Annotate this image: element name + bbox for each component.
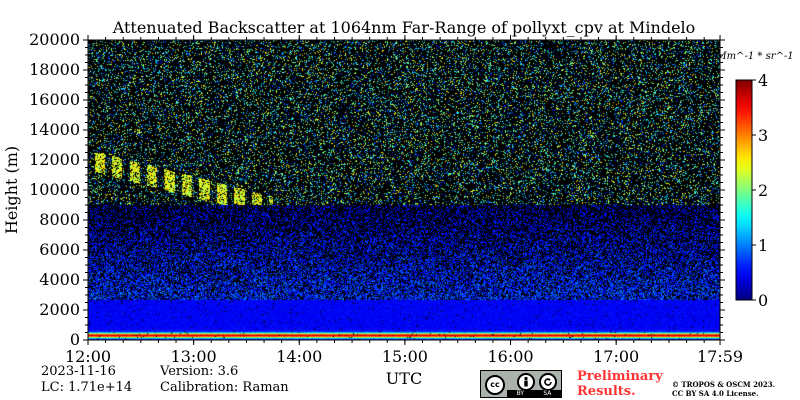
cc-license-badge: cc BY SA [480,370,562,398]
sa-label: SA [543,390,552,397]
x-tick-label: 13:00 [171,347,217,366]
x-tick-label: 16:00 [487,347,533,366]
by-label: BY [516,390,525,397]
x-tick-label: 17:59 [697,347,743,366]
date-label: 2023-11-16 [41,364,116,379]
chart-title: Attenuated Backscatter at 1064nm Far-Ran… [112,18,696,37]
lidar-constant-label: LC: 1.71e+14 [41,380,133,395]
copyright-notice: © TROPOS & OSCM 2023. CC BY SA 4.0 Licen… [672,380,775,398]
copyright-line-1: © TROPOS & OSCM 2023. [672,380,776,389]
colorbar-tick-label: 0 [758,291,768,310]
backscatter-heatmap [88,40,720,340]
x-axis-label: UTC [386,369,422,388]
y-tick-label: 18000 [29,60,80,79]
colorbar-tick-label: 4 [758,71,768,90]
x-tick-label: 14:00 [276,347,322,366]
colorbar-bar [735,79,753,301]
preliminary-line-2: Results. [577,384,636,399]
y-tick-label: 20000 [29,30,80,49]
copyright-line-2: CC BY SA 4.0 License. [672,389,759,398]
y-tick-label: 14000 [29,120,80,139]
y-axis-label: Height (m) [2,146,21,234]
by-icon [517,373,535,391]
y-tick-label: 6000 [39,240,80,259]
license-strip: BY SA [507,390,561,397]
y-tick-label: 4000 [39,270,80,289]
y-tick-label: 0 [70,330,80,349]
sa-icon [539,373,557,391]
preliminary-line-1: Preliminary [577,369,663,384]
colorbar-tick-label: 2 [758,181,768,200]
preliminary-notice: Preliminary Results. [577,369,663,399]
x-tick-label: 17:00 [593,347,639,366]
calibration-label: Calibration: Raman [160,380,289,395]
colorbar-unit-label: Mm^-1 * sr^-1 [715,51,793,62]
version-label: Version: 3.6 [160,364,239,379]
colorbar-tick-label: 1 [758,236,768,255]
y-tick-label: 2000 [39,300,80,319]
cc-icon: cc [485,375,505,395]
y-tick-label: 12000 [29,150,80,169]
y-tick-label: 8000 [39,210,80,229]
x-tick-label: 15:00 [382,347,428,366]
x-tick-label: 12:00 [65,347,111,366]
axis-layer: 12:00 13:00 14:00 15:00 16:00 17:00 17:59 0 2000… [29,30,743,366]
y-tick-label: 16000 [29,90,80,109]
colorbar: 0 1 2 3 4 Mm^-1 * sr^-1 [715,51,793,310]
y-tick-label: 10000 [29,180,80,199]
colorbar-tick-label: 3 [758,126,768,145]
heatmap-layer [88,40,720,340]
